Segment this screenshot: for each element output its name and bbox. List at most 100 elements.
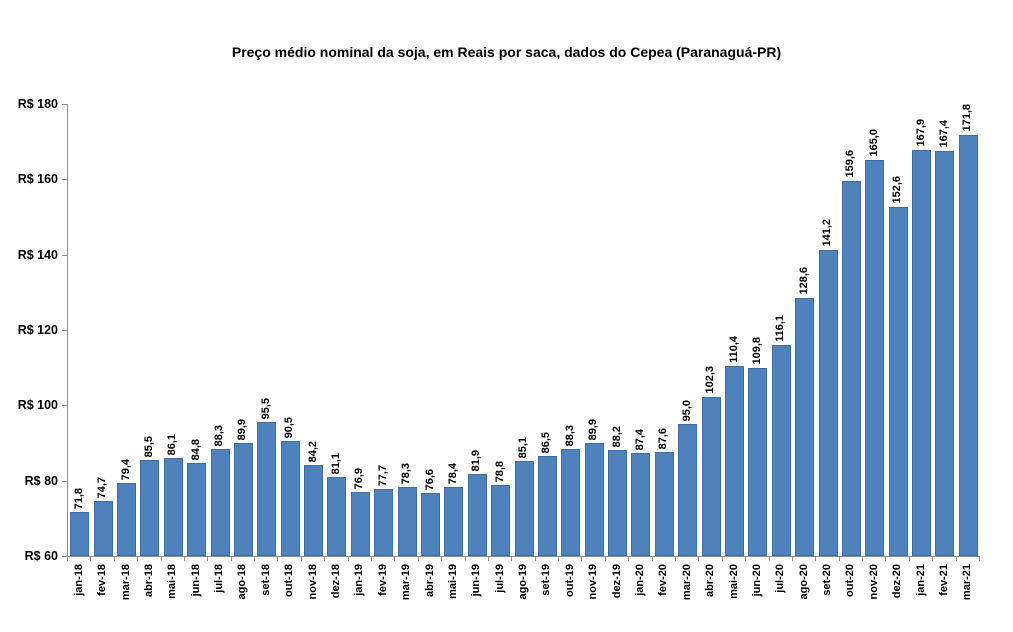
x-axis-tick — [745, 557, 746, 561]
bar — [514, 461, 534, 556]
x-axis-label: ago-20 — [797, 564, 810, 600]
x-axis-tick — [394, 557, 395, 561]
x-axis-label: jan-20 — [633, 564, 646, 596]
bar — [537, 456, 557, 556]
bar-value-label: 84,8 — [189, 438, 202, 460]
x-axis-label: jan-19 — [353, 564, 366, 596]
x-axis-label: abr-18 — [142, 564, 155, 598]
y-axis-tick — [62, 104, 67, 105]
bar-value-label: 81,1 — [329, 452, 342, 474]
bar-value-label: 88,3 — [213, 424, 225, 446]
bar-value-label: 78,4 — [446, 462, 459, 484]
x-axis-label: jul-18 — [213, 564, 225, 593]
x-axis-label: jan-18 — [72, 564, 85, 596]
bar-value-label: 95,5 — [259, 397, 272, 419]
bar — [210, 449, 230, 556]
x-axis-label: out-18 — [283, 564, 296, 597]
bar — [304, 465, 323, 556]
bar — [631, 453, 651, 556]
bar-value-label: 88,3 — [563, 424, 576, 446]
x-axis-tick — [862, 557, 863, 561]
x-axis-tick — [558, 557, 559, 561]
y-axis-label: R$ 60 — [24, 549, 58, 563]
bar — [140, 460, 160, 556]
bar-value-label: 86,5 — [540, 431, 553, 453]
x-axis-tick — [324, 557, 325, 561]
x-axis-label: nov-18 — [306, 564, 319, 600]
x-axis-label: mar-20 — [680, 564, 693, 601]
bar — [608, 450, 627, 556]
bar — [374, 489, 394, 556]
x-axis-tick — [348, 557, 349, 561]
x-axis-tick — [932, 557, 933, 561]
bar — [818, 250, 838, 556]
y-axis-tick — [62, 556, 67, 557]
y-axis-line — [67, 104, 68, 556]
bar-value-label: 74,7 — [96, 476, 109, 498]
y-axis-label: R$ 180 — [17, 97, 58, 111]
bar-value-label: 71,8 — [72, 487, 85, 509]
bar — [233, 443, 253, 556]
x-axis-tick — [441, 557, 442, 561]
bar — [654, 452, 674, 556]
bar — [725, 366, 744, 556]
y-axis-tick — [62, 330, 67, 331]
bar-value-label: 167,9 — [914, 119, 927, 147]
bar-value-label: 152,6 — [891, 176, 904, 204]
bar — [584, 443, 604, 556]
y-axis-label: R$ 120 — [17, 323, 58, 337]
bar-value-label: 85,5 — [142, 435, 155, 457]
x-axis-label: abr-19 — [423, 564, 436, 598]
x-axis-tick — [511, 557, 512, 561]
bar — [912, 150, 931, 556]
x-axis-tick — [885, 557, 886, 561]
bar — [865, 160, 885, 556]
bar-value-label: 128,6 — [797, 267, 810, 295]
x-axis-label: fev-18 — [96, 564, 109, 596]
bar-value-label: 167,4 — [937, 120, 950, 148]
x-axis-label: mar-19 — [400, 564, 413, 601]
y-axis-label: R$ 80 — [24, 474, 58, 488]
x-axis-tick — [465, 557, 466, 561]
bar — [771, 345, 791, 556]
bar — [935, 151, 955, 556]
x-axis-label: jun-20 — [750, 564, 763, 597]
x-axis-label: jul-19 — [493, 564, 506, 593]
x-axis-tick — [161, 557, 162, 561]
x-axis-tick — [254, 557, 255, 561]
x-axis-tick — [207, 557, 208, 561]
x-axis-label: nov-20 — [867, 564, 880, 600]
bar — [163, 458, 183, 556]
y-axis-tick — [62, 179, 67, 180]
x-axis-label: set-20 — [821, 564, 833, 596]
bar-value-label: 89,9 — [236, 418, 249, 440]
bar-value-label: 141,2 — [821, 219, 833, 247]
chart-title: Preço médio nominal da soja, em Reais po… — [231, 44, 782, 60]
bar-value-label: 88,2 — [610, 425, 623, 447]
bar-value-label: 102,3 — [704, 366, 717, 394]
bar-value-label: 78,3 — [400, 462, 413, 484]
x-axis-label: mar-21 — [961, 564, 974, 601]
x-axis-line — [67, 556, 980, 557]
x-axis-tick — [114, 557, 115, 561]
bar — [958, 135, 978, 556]
x-axis-label: jun-19 — [470, 564, 483, 597]
bar-value-label: 159,6 — [844, 150, 857, 178]
x-axis-tick — [90, 557, 91, 561]
bar — [257, 422, 277, 556]
bar — [888, 207, 908, 556]
x-axis-label: abr-20 — [704, 564, 717, 598]
x-axis-label: jul-20 — [774, 564, 787, 593]
x-axis-label: dez-20 — [891, 564, 904, 599]
x-axis-tick — [137, 557, 138, 561]
bar — [327, 477, 347, 556]
bar-value-label: 90,5 — [283, 416, 296, 438]
bar — [93, 501, 113, 556]
bar — [795, 298, 815, 556]
x-axis-label: fev-21 — [937, 564, 950, 596]
x-axis-label: jun-18 — [189, 564, 202, 597]
y-axis-label: R$ 160 — [17, 172, 58, 186]
x-axis-tick — [67, 557, 68, 561]
x-axis-label: set-18 — [259, 564, 272, 596]
